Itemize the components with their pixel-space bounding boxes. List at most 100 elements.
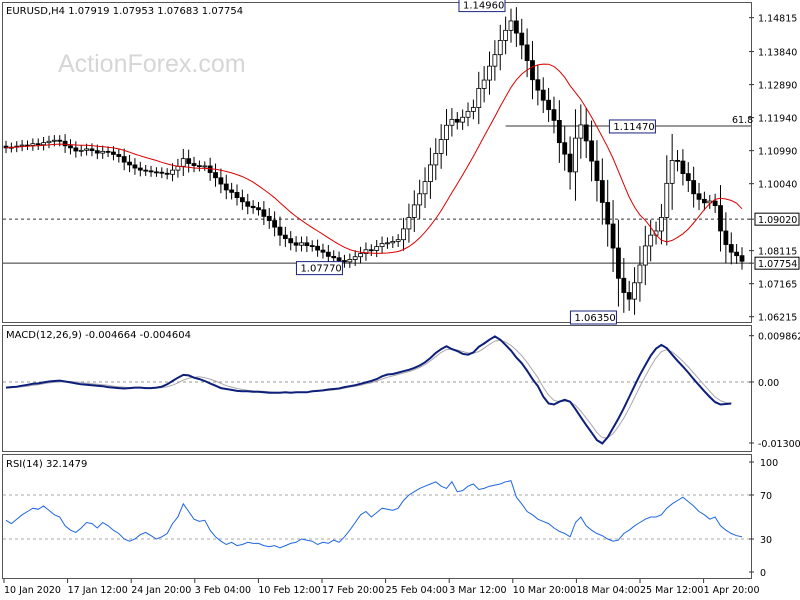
x-tick-label: 10 Mar 20:00 xyxy=(513,585,576,596)
price-annotation: 1.14960 xyxy=(458,0,506,13)
macd-tick-label: 0.00 xyxy=(758,378,779,389)
candle-body xyxy=(358,253,363,258)
candle-body xyxy=(664,182,670,218)
macd-main-line xyxy=(5,335,732,445)
y-tick-label: 1.10040 xyxy=(758,180,797,191)
candle-body xyxy=(739,255,745,262)
candle-body xyxy=(282,234,288,240)
rsi-panel-frame xyxy=(2,454,752,579)
candle-body xyxy=(94,150,100,154)
candle-body xyxy=(438,139,444,154)
candle-body xyxy=(218,177,224,185)
candle-body xyxy=(57,139,63,142)
macd-panel-frame xyxy=(2,325,752,452)
candle-body xyxy=(637,264,643,284)
candle-body xyxy=(223,183,229,191)
rsi-tick-label: 100 xyxy=(760,458,778,469)
x-tick-label: 10 Feb 12:00 xyxy=(258,585,320,596)
candle-body xyxy=(245,201,251,207)
candle-body xyxy=(556,120,562,144)
price-header: EURUSD,H4 1.07919 1.07953 1.07683 1.0775… xyxy=(6,6,243,17)
x-tick-label: 3 Feb 04:00 xyxy=(195,585,251,596)
rsi-header: RSI(14) 32.1479 xyxy=(6,459,87,470)
candle-body xyxy=(470,107,476,112)
candle-body xyxy=(180,158,186,167)
candle-body xyxy=(272,220,278,228)
candle-body xyxy=(621,277,627,293)
candle-body xyxy=(685,173,691,181)
candle-body xyxy=(164,172,170,175)
candle-body xyxy=(669,159,675,184)
candle-body xyxy=(256,207,261,211)
x-tick-label: 10 Jan 2020 xyxy=(4,585,61,596)
annotation-label: 1.07770 xyxy=(300,264,341,275)
price-panel-frame xyxy=(2,2,752,323)
candle-body xyxy=(433,153,439,166)
time-x-axis: 10 Jan 2020 17 Jan 12:00 24 Jan 20:00 3 Feb… xyxy=(3,579,760,596)
candle-body xyxy=(546,99,551,111)
candle-body xyxy=(62,140,68,147)
candle-body xyxy=(234,191,240,198)
candle-body xyxy=(336,257,342,261)
price-annotations: 1.14960 1.07770 1.06350 1.11470 xyxy=(295,0,656,325)
x-tick-label: 17 Feb 20:00 xyxy=(322,585,384,596)
candle-body xyxy=(100,150,106,154)
candle-body xyxy=(250,205,256,209)
candle-body xyxy=(304,242,310,246)
candle-body xyxy=(202,165,208,168)
y-tick-label: 1.10990 xyxy=(758,147,797,158)
candle-body xyxy=(363,249,369,254)
candle-body xyxy=(680,160,686,175)
candle-body xyxy=(696,193,702,200)
candle-body xyxy=(632,282,637,300)
candle-body xyxy=(444,124,449,140)
x-tick-label: 18 Mar 04:00 xyxy=(576,585,639,596)
fib-level-label: 61.8 xyxy=(732,115,753,126)
candle-body xyxy=(589,140,594,162)
macd-tick-label: -0.013002 xyxy=(758,439,800,450)
price-annotation: 1.07770 xyxy=(295,261,343,276)
candle-body xyxy=(712,200,718,206)
candle-body xyxy=(562,142,568,155)
candle-body xyxy=(723,230,729,245)
candle-body xyxy=(390,241,396,244)
candle-body xyxy=(143,169,149,172)
candle-body xyxy=(116,154,122,157)
watermark: ActionForex.com xyxy=(58,50,246,78)
candle-body xyxy=(642,245,648,266)
candle-body xyxy=(524,44,530,61)
candle-body xyxy=(197,165,202,168)
x-tick-label: 25 Mar 12:00 xyxy=(640,585,703,596)
moving-average-line xyxy=(5,63,743,254)
y-tick-label: 1.12890 xyxy=(758,81,797,92)
y-tick-label: 1.09020 xyxy=(758,215,797,226)
candle-body xyxy=(610,223,616,249)
price-y-axis: 1.14815 1.13840 1.12890 1.11940 1.10990 1.100… xyxy=(749,14,800,324)
candle-body xyxy=(374,246,380,251)
candle-body xyxy=(84,148,89,151)
candle-body xyxy=(578,124,584,139)
price-level-lines: 61.8 xyxy=(3,115,753,264)
rsi-tick-label: 30 xyxy=(760,535,772,546)
candle-body xyxy=(325,251,331,257)
candle-body xyxy=(266,215,272,221)
candle-body xyxy=(73,147,79,152)
candle-body xyxy=(229,189,235,193)
candle-body xyxy=(659,217,664,232)
macd-y-axis: 0.009862 0.00 -0.013002 xyxy=(749,332,800,450)
candle-body xyxy=(68,145,73,149)
rsi-y-axis: 100 70 30 0 xyxy=(749,458,778,579)
candle-body xyxy=(46,140,52,144)
candle-body xyxy=(186,158,192,164)
y-tick-label: 1.14815 xyxy=(758,14,797,25)
candle-body xyxy=(734,251,740,257)
rsi-tick-label: 0 xyxy=(760,568,766,579)
candle-body xyxy=(89,148,95,152)
candle-body xyxy=(137,167,143,171)
candle-body xyxy=(315,245,320,251)
candle-body xyxy=(513,20,519,34)
candle-body xyxy=(551,109,557,121)
candle-body xyxy=(347,259,353,263)
candle-body xyxy=(718,205,723,232)
